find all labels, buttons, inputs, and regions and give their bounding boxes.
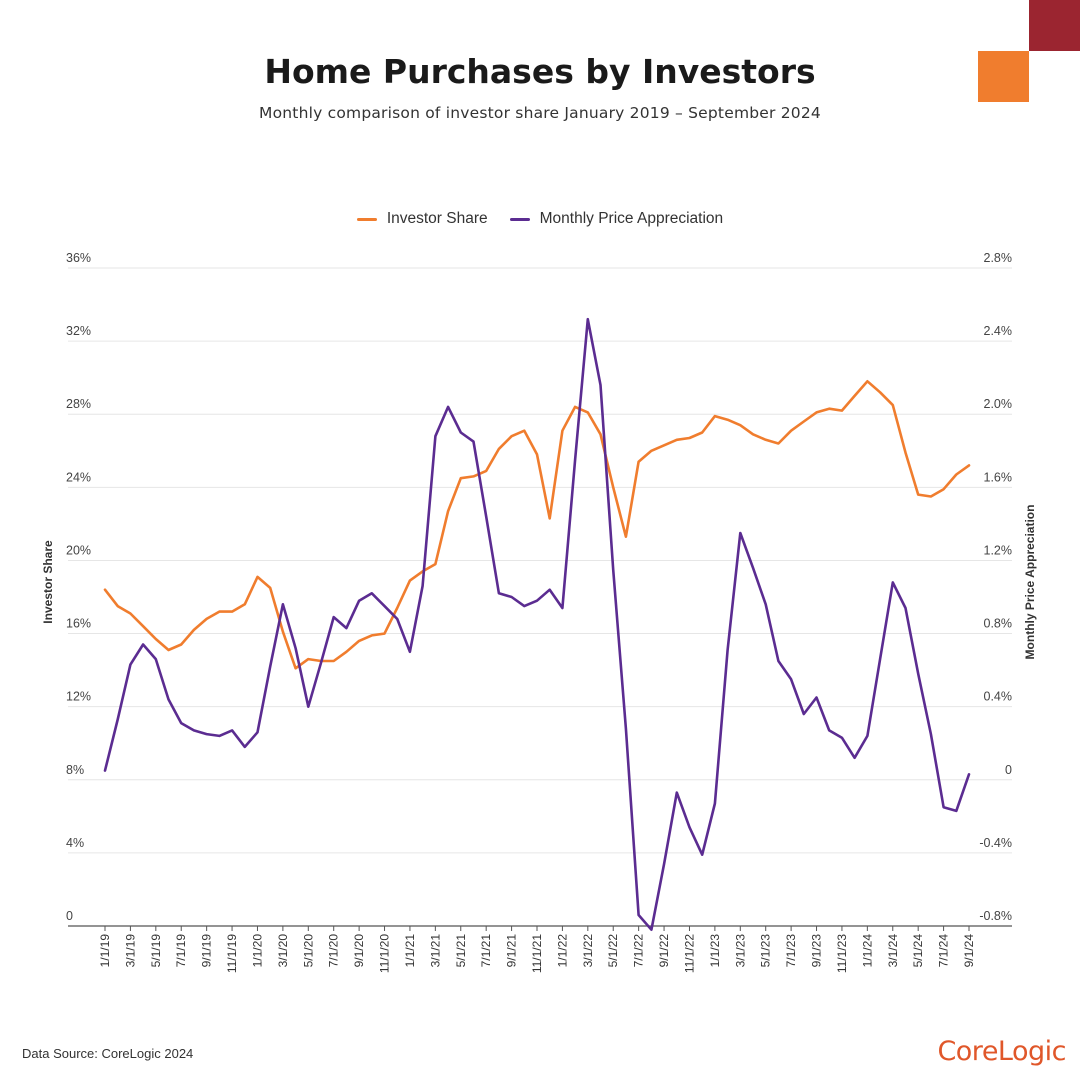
x-tick-label: 3/1/23 [733,934,747,968]
x-tick-label: 9/1/22 [657,934,671,968]
x-tick-label: 9/1/21 [505,934,519,968]
data-source-note: Data Source: CoreLogic 2024 [22,1046,194,1061]
chart-legend: Investor Share Monthly Price Appreciatio… [0,210,1080,228]
x-tick-label: 7/1/21 [479,934,493,968]
x-tick-label: 9/1/19 [200,934,214,968]
y-right-tick-label: -0.8% [979,909,1012,923]
y-left-axis-title: Investor Share [41,540,55,624]
series-line-investor-share [103,379,971,670]
x-tick-label: 3/1/24 [886,934,900,968]
x-tick-label: 11/1/22 [682,934,696,973]
chart-subtitle: Monthly comparison of investor share Jan… [259,104,821,122]
series-line-monthly-price-appreciation [103,317,971,932]
x-tick-label: 1/1/19 [98,934,112,968]
y-right-tick-label: 0.8% [984,617,1013,631]
x-tick-label: 7/1/22 [632,934,646,968]
legend-swatch-investor-share [356,217,377,221]
y-right-tick-label: 1.2% [984,543,1013,557]
x-tick-label: 1/1/22 [555,934,569,968]
y-left-tick-label: 28% [66,397,91,411]
legend-swatch-monthly-price-appreciation [509,217,530,221]
x-tick-label: 9/1/24 [962,934,976,968]
x-tick-label: 7/1/23 [784,934,798,968]
x-tick-label: 1/1/21 [403,934,417,968]
y-right-tick-label: 2.0% [984,397,1013,411]
corner-orange-square [978,51,1029,102]
y-right-tick-label: 2.8% [984,251,1013,265]
y-right-tick-label: -0.4% [979,836,1012,850]
y-left-tick-label: 12% [66,690,91,704]
y-left-tick-label: 16% [66,617,91,631]
x-tick-label: 3/1/20 [276,934,290,968]
x-tick-label: 1/1/23 [708,934,722,968]
x-tick-label: 5/1/19 [149,934,163,968]
y-left-tick-label: 32% [66,324,91,338]
x-tick-label: 5/1/21 [454,934,468,968]
x-tick-label: 9/1/23 [810,934,824,968]
x-tick-label: 7/1/19 [174,934,188,968]
x-tick-label: 1/1/24 [860,934,874,968]
y-left-tick-label: 4% [66,836,84,850]
y-left-tick-label: 24% [66,470,91,484]
y-left-tick-label: 8% [66,763,84,777]
x-tick-label: 7/1/24 [937,934,951,968]
y-left-tick-label: 20% [66,543,91,557]
x-tick-label: 9/1/20 [352,934,366,968]
y-left-tick-label: 36% [66,251,91,265]
corelogic-logo: CoreLogic [937,1036,1066,1067]
x-tick-label: 5/1/20 [301,934,315,968]
x-tick-label: 11/1/23 [835,934,849,973]
x-tick-label: 7/1/20 [327,934,341,968]
x-tick-label: 11/1/19 [225,934,239,973]
legend-item-investor-share: Investor Share [356,210,488,228]
x-tick-label: 1/1/20 [250,934,264,968]
x-tick-label: 5/1/24 [911,934,925,968]
x-tick-label: 3/1/22 [581,934,595,968]
legend-label-investor-share: Investor Share [386,210,488,227]
y-right-tick-label: 1.6% [984,470,1013,484]
x-tick-label: 3/1/19 [123,934,137,968]
x-tick-label: 5/1/22 [606,934,620,968]
x-tick-label: 5/1/23 [759,934,773,968]
y-right-axis-title: Monthly Price Appreciation [1023,505,1037,660]
x-tick-label: 11/1/20 [378,934,392,973]
y-right-tick-label: 2.4% [984,324,1013,338]
corner-dark-square [1029,0,1080,51]
legend-item-monthly-price-appreciation: Monthly Price Appreciation [509,210,724,228]
x-tick-label: 11/1/21 [530,934,544,973]
x-tick-label: 3/1/21 [428,934,442,968]
y-right-tick-label: 0 [1005,763,1012,777]
legend-label-monthly-price-appreciation: Monthly Price Appreciation [539,210,724,227]
y-right-tick-label: 0.4% [984,690,1013,704]
chart-title: Home Purchases by Investors [264,52,816,91]
y-left-tick-label: 0 [66,909,73,923]
